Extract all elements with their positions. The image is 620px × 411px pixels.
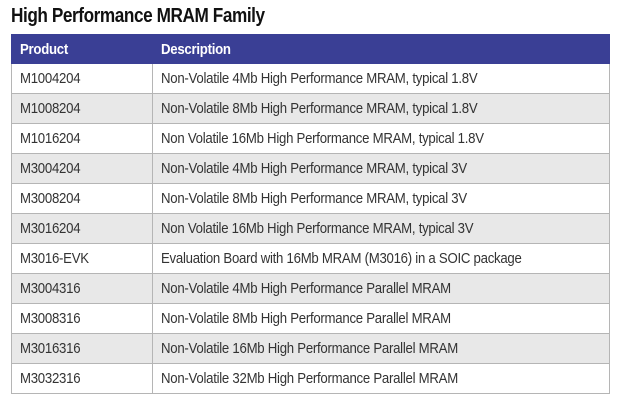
product-code: M3016316 <box>20 340 81 357</box>
product-table: Product Description M1004204 Non-Volatil… <box>11 34 610 394</box>
description-cell: Non-Volatile 16Mb High Performance Paral… <box>152 333 610 364</box>
description-cell: Non-Volatile 4Mb High Performance MRAM, … <box>152 153 610 184</box>
description-cell: Evaluation Board with 16Mb MRAM (M3016) … <box>152 243 610 274</box>
product-cell: M3004204 <box>11 153 153 184</box>
table-header-row: Product Description <box>11 34 610 64</box>
table-row: M3016-EVK Evaluation Board with 16Mb MRA… <box>11 243 610 274</box>
product-code: M3008204 <box>20 190 81 207</box>
product-description: Evaluation Board with 16Mb MRAM (M3016) … <box>161 250 522 267</box>
column-header-product: Product <box>11 34 153 64</box>
description-cell: Non-Volatile 4Mb High Performance MRAM, … <box>152 63 610 94</box>
product-description: Non-Volatile 32Mb High Performance Paral… <box>161 370 458 387</box>
product-code: M1016204 <box>20 130 81 147</box>
product-description: Non-Volatile 16Mb High Performance Paral… <box>161 340 458 357</box>
table-row: M3016204 Non Volatile 16Mb High Performa… <box>11 213 610 244</box>
product-cell: M3008204 <box>11 183 153 214</box>
table-row: M3008204 Non-Volatile 8Mb High Performan… <box>11 183 610 214</box>
product-cell: M1016204 <box>11 123 153 154</box>
table-row: M1008204 Non-Volatile 8Mb High Performan… <box>11 93 610 124</box>
description-cell: Non-Volatile 8Mb High Performance Parall… <box>152 303 610 334</box>
product-code: M3008316 <box>20 310 81 327</box>
product-code: M3032316 <box>20 370 81 387</box>
product-cell: M3008316 <box>11 303 153 334</box>
product-cell: M3016-EVK <box>11 243 153 274</box>
product-cell: M3004316 <box>11 273 153 304</box>
product-description: Non-Volatile 8Mb High Performance Parall… <box>161 310 451 327</box>
product-description: Non-Volatile 4Mb High Performance Parall… <box>161 280 451 297</box>
table-row: M3016316 Non-Volatile 16Mb High Performa… <box>11 333 610 364</box>
table-row: M3004204 Non-Volatile 4Mb High Performan… <box>11 153 610 184</box>
product-cell: M3032316 <box>11 363 153 394</box>
product-code: M3016-EVK <box>20 250 89 267</box>
product-code: M3016204 <box>20 220 81 237</box>
product-code: M1004204 <box>20 70 81 87</box>
product-description: Non-Volatile 4Mb High Performance MRAM, … <box>161 70 478 87</box>
description-cell: Non-Volatile 32Mb High Performance Paral… <box>152 363 610 394</box>
product-code: M3004204 <box>20 160 81 177</box>
product-cell: M3016316 <box>11 333 153 364</box>
description-cell: Non-Volatile 4Mb High Performance Parall… <box>152 273 610 304</box>
description-cell: Non Volatile 16Mb High Performance MRAM,… <box>152 123 610 154</box>
column-header-description-label: Description <box>161 40 231 58</box>
table-row: M1016204 Non Volatile 16Mb High Performa… <box>11 123 610 154</box>
table-row: M3008316 Non-Volatile 8Mb High Performan… <box>11 303 610 334</box>
product-description: Non-Volatile 4Mb High Performance MRAM, … <box>161 160 467 177</box>
product-cell: M1004204 <box>11 63 153 94</box>
page-title: High Performance MRAM Family <box>11 5 265 27</box>
description-cell: Non-Volatile 8Mb High Performance MRAM, … <box>152 183 610 214</box>
product-description: Non-Volatile 8Mb High Performance MRAM, … <box>161 190 467 207</box>
product-cell: M3016204 <box>11 213 153 244</box>
product-code: M3004316 <box>20 280 81 297</box>
table-row: M3004316 Non-Volatile 4Mb High Performan… <box>11 273 610 304</box>
product-description: Non Volatile 16Mb High Performance MRAM,… <box>161 130 484 147</box>
product-cell: M1008204 <box>11 93 153 124</box>
description-cell: Non Volatile 16Mb High Performance MRAM,… <box>152 213 610 244</box>
product-description: Non-Volatile 8Mb High Performance MRAM, … <box>161 100 478 117</box>
column-header-description: Description <box>152 34 610 64</box>
product-description: Non Volatile 16Mb High Performance MRAM,… <box>161 220 474 237</box>
description-cell: Non-Volatile 8Mb High Performance MRAM, … <box>152 93 610 124</box>
product-code: M1008204 <box>20 100 81 117</box>
table-row: M1004204 Non-Volatile 4Mb High Performan… <box>11 63 610 94</box>
column-header-product-label: Product <box>20 40 69 58</box>
table-row: M3032316 Non-Volatile 32Mb High Performa… <box>11 363 610 394</box>
